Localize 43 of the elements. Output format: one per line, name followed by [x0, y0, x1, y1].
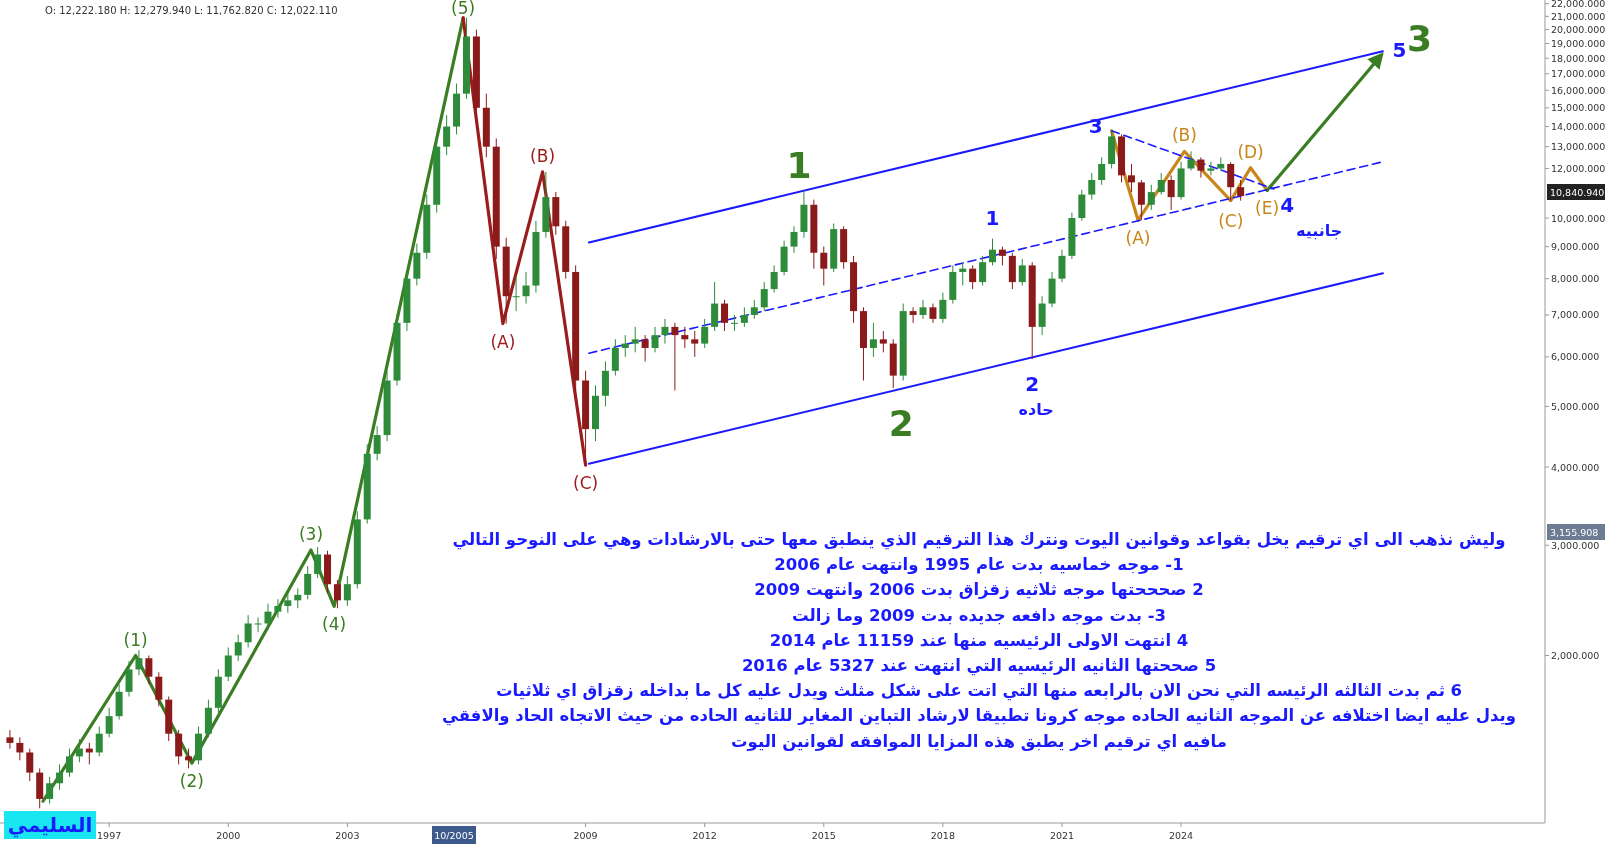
- y-tick-label: 21,000.000: [1551, 10, 1606, 22]
- y-tick-label: 17,000.000: [1551, 68, 1606, 80]
- annotation: مافيه اي ترقيم اخر يطبق هذه المزايا الموافقه لقوانين اليوت: [731, 731, 1227, 752]
- y-tick-label: 22,000.000: [1551, 0, 1606, 10]
- y-tick-label: 20,000.000: [1551, 24, 1606, 36]
- y-tick-label: 14,000.000: [1551, 121, 1606, 133]
- x-tick-label: 2024: [1168, 830, 1194, 841]
- annotation: ويدل عليه ايضا اختلافه عن الموجه الثانيه الحاده موجه كرونا تطبيقا لارشاد التباين المغاير للثانيه الحاده من حيث الاتجاه الحاد والافقي: [442, 706, 1516, 727]
- y-tick-label: 6,000.000: [1551, 351, 1600, 363]
- annotation: O: 12,222.180 H: 12,279.940 L: 11,762.820 C: 12,022.110: [45, 5, 338, 16]
- y-tick-label: 12,000.000: [1551, 162, 1606, 174]
- text: 10,840.940: [1550, 187, 1605, 198]
- y-tick-label: 7,000.000: [1551, 309, 1600, 321]
- x-tick-label: 2021: [1049, 830, 1075, 841]
- x-tick-label: 2009: [573, 830, 598, 841]
- x-tick-label: 2015: [811, 830, 836, 841]
- y-tick-label: 2,000.000: [1551, 650, 1600, 661]
- annotation: 5 صححتها الثانيه الرئيسيه التي انتهت عند 5327 عام 2016: [741, 656, 1217, 676]
- y-tick-label: 4,000.000: [1551, 461, 1600, 473]
- text: 10/2005: [434, 830, 474, 841]
- x-tick-label: 2000: [216, 830, 241, 841]
- y-tick-label: 5,000.000: [1551, 400, 1600, 412]
- annotation: وليش نذهب الى اي ترقيم يخل بقواعد وقوانين اليوت ونترك هذا الترقيم الذي ينطبق معها حتى بالارشادات وهي على النوحو التالي: [452, 530, 1506, 550]
- y-tick-label: 18,000.000: [1551, 52, 1606, 64]
- text: 3,155.908: [1550, 527, 1599, 538]
- y-tick-label: 19,000.000: [1551, 38, 1606, 50]
- y-tick-label: 16,000.000: [1551, 84, 1606, 96]
- y-tick-label: 13,000.000: [1551, 141, 1606, 153]
- x-tick-label: 2003: [335, 830, 360, 841]
- annotation: 1- موجه خماسيه بدت عام 1995 وانتهت عام 2006: [774, 555, 1184, 576]
- annotation: السليمي: [7, 813, 93, 838]
- x-tick-label: 2018: [930, 830, 955, 841]
- x-tick-label: 1997: [97, 830, 122, 841]
- x-tick-label: 2012: [692, 830, 717, 841]
- annotation: 3- بدت موجه دافعه جديده بدت 2009 وما زالت: [792, 605, 1166, 626]
- annotation: 4 انتهت الاولى الرئيسيه منها عند 11159 عام 2014: [769, 630, 1189, 651]
- y-tick-label: 3,000.000: [1551, 539, 1600, 551]
- y-tick-label: 9,000.000: [1551, 241, 1600, 253]
- annotation: 2 صحححتها موجه ثلاثيه زقزاق بدت 2006 وانتهت 2009: [754, 580, 1204, 601]
- y-tick-label: 8,000.000: [1551, 273, 1600, 285]
- y-tick-label: 15,000.000: [1551, 102, 1606, 114]
- annotation: 6 ثم بدت الثالثه الرئيسه التي نحن الان بالرابعه منها التي اتت على شكل مثلث ويدل عليه كل ما بداخله زقزاق اي ثلاثيات: [495, 681, 1463, 702]
- y-tick-label: 10,000.000: [1551, 212, 1606, 224]
